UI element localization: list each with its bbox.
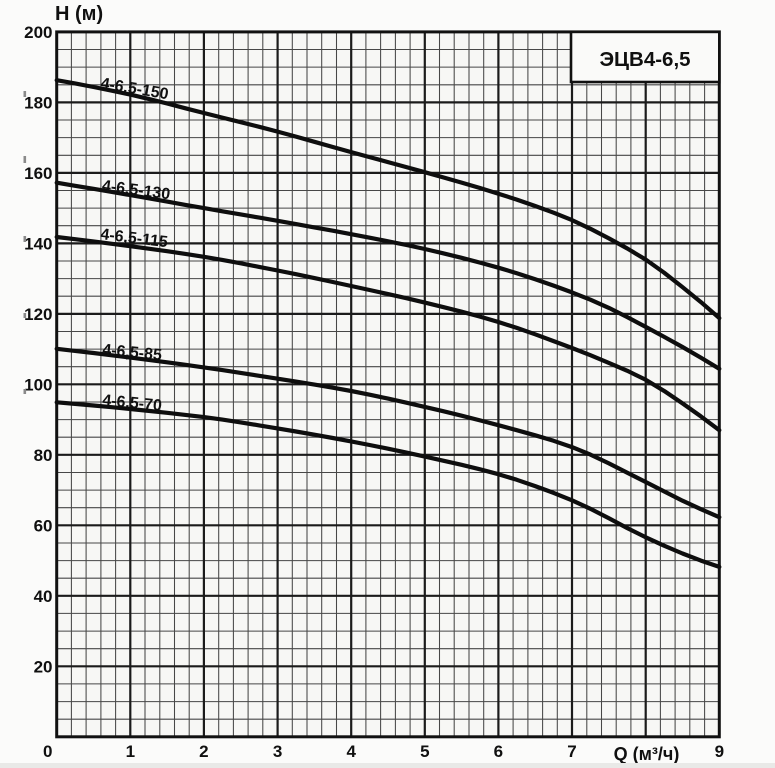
svg-text:0: 0 xyxy=(43,742,52,761)
svg-text:4-6,5-70: 4-6,5-70 xyxy=(102,392,163,415)
svg-text:6: 6 xyxy=(494,742,503,761)
svg-text:2: 2 xyxy=(199,742,208,761)
svg-text:4-6,5-85: 4-6,5-85 xyxy=(102,342,163,365)
svg-text:80: 80 xyxy=(34,446,53,465)
svg-text:5: 5 xyxy=(420,742,429,761)
svg-text:4: 4 xyxy=(346,742,356,761)
svg-text:140: 140 xyxy=(24,234,52,253)
svg-text:ЭЦВ4-6,5: ЭЦВ4-6,5 xyxy=(599,48,690,71)
svg-text:160: 160 xyxy=(24,164,52,183)
svg-text:1: 1 xyxy=(126,742,135,761)
svg-text:H (м): H (м) xyxy=(55,3,103,25)
svg-text:Q (м³/ч): Q (м³/ч) xyxy=(614,744,680,764)
svg-text:180: 180 xyxy=(24,93,52,112)
svg-text:120: 120 xyxy=(24,305,52,324)
svg-text:40: 40 xyxy=(34,587,53,606)
svg-text:200: 200 xyxy=(24,23,52,42)
svg-text:9: 9 xyxy=(715,742,724,761)
svg-text:20: 20 xyxy=(34,657,53,676)
svg-text:100: 100 xyxy=(24,375,52,394)
svg-text:3: 3 xyxy=(273,742,282,761)
svg-text:60: 60 xyxy=(34,516,53,535)
svg-text:7: 7 xyxy=(567,742,576,761)
